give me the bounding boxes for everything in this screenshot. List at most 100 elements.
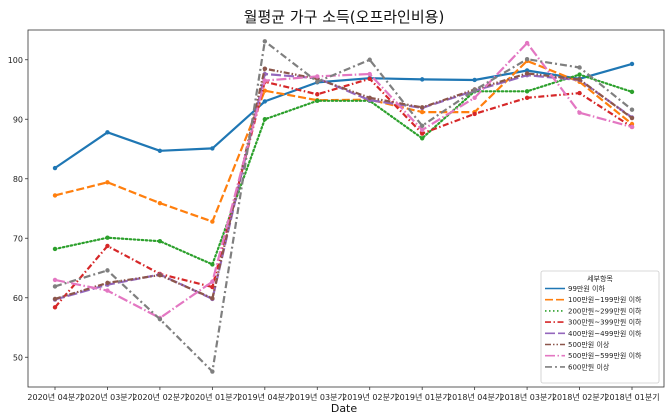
chart-title: 월평균 가구 소득(오프라인비용): [244, 8, 445, 26]
legend-items: 99만원 이하 100만원~199만원 이하 200만원~299만원 이하 300만원…: [545, 284, 642, 371]
y-tick-label: 70: [13, 234, 23, 243]
y-tick-label: 50: [13, 353, 23, 362]
series-line: [54, 62, 633, 169]
data-point: [262, 78, 268, 83]
data-point: [105, 280, 110, 286]
data-point: [315, 74, 320, 79]
data-point: [577, 90, 582, 96]
data-point: [367, 95, 372, 101]
y-tick-label: 80: [13, 175, 23, 184]
data-point: [577, 77, 582, 82]
legend-label: 300만원~399만원 이하: [568, 318, 642, 327]
data-point: [367, 76, 372, 81]
series-4: [52, 76, 635, 310]
data-point: [105, 180, 110, 185]
legend: 세부항목 99만원 이하 100만원~199만원 이하 200만원~299만원 이하…: [540, 270, 660, 384]
data-point: [315, 92, 320, 97]
data-point: [157, 272, 163, 278]
data-point: [157, 239, 163, 244]
x-tick-label: 2019년 02분기: [342, 392, 397, 402]
data-point: [524, 40, 530, 46]
data-point: [472, 77, 477, 83]
data-point: [524, 56, 530, 62]
x-tick-label: 2020년 01분기: [185, 392, 240, 402]
x-axis-label: Date: [331, 402, 358, 415]
legend-label: 500만원~599만원 이하: [568, 351, 642, 360]
data-point: [210, 296, 215, 301]
x-tick-label: 2020년 04분기: [27, 392, 82, 402]
data-point: [262, 117, 268, 122]
data-point: [367, 57, 372, 62]
data-point: [52, 277, 58, 283]
series-line: [54, 72, 633, 301]
series-line: [54, 67, 633, 300]
data-point: [629, 107, 635, 112]
x-tick-label: 2018년 04분기: [447, 392, 502, 402]
series-line: [53, 73, 634, 266]
data-point: [577, 110, 582, 115]
data-point: [105, 130, 110, 135]
data-point: [524, 89, 530, 94]
data-point: [157, 148, 163, 153]
data-point: [52, 296, 58, 302]
legend-label: 500만원 이상: [568, 340, 610, 349]
data-point: [52, 165, 58, 171]
series-8: [52, 39, 635, 374]
data-point: [472, 95, 477, 101]
data-point: [52, 246, 58, 252]
data-point: [105, 243, 110, 249]
x-tick-label: 2020년 03분기: [80, 392, 135, 402]
x-tick-label: 2019년 03분기: [290, 392, 345, 402]
data-point: [472, 111, 477, 117]
y-tick-label: 100: [8, 56, 23, 65]
series-line: [54, 41, 633, 320]
data-point: [52, 193, 58, 198]
data-point: [210, 284, 215, 290]
x-tick-label: 2018년 02분기: [552, 392, 607, 402]
data-point: [577, 65, 582, 70]
legend-label: 200만원~299만원 이하: [568, 306, 642, 315]
legend-title: 세부항목: [587, 274, 613, 283]
legend-box: [540, 270, 660, 384]
series-line: [54, 77, 633, 309]
x-tick-label: 2020년 02분기: [132, 392, 187, 402]
series-layer: [52, 39, 635, 374]
series-5: [52, 71, 635, 302]
data-point: [419, 77, 425, 82]
data-point: [262, 88, 268, 93]
data-point: [210, 262, 215, 267]
data-point: [210, 146, 215, 151]
data-point: [419, 136, 425, 141]
data-point: [419, 123, 425, 128]
data-point: [629, 61, 635, 67]
x-tick-label: 2018년 01분기: [604, 392, 659, 402]
data-point: [157, 316, 163, 322]
x-tick-label: 2019년 01분기: [395, 392, 450, 402]
y-tick-label: 60: [13, 294, 23, 303]
data-point: [210, 369, 215, 374]
series-line: [54, 40, 633, 373]
series-2: [52, 58, 635, 224]
y-tick-label: 90: [13, 115, 23, 124]
data-point: [472, 87, 477, 93]
legend-label: 600만원 이상: [568, 362, 610, 371]
data-point: [105, 288, 110, 293]
data-point: [629, 89, 635, 95]
data-point: [419, 127, 425, 133]
data-point: [262, 39, 268, 44]
legend-label: 400만원~499만원 이하: [568, 329, 642, 338]
data-point: [262, 99, 268, 104]
plot-area: [27, 29, 665, 388]
data-point: [105, 268, 110, 273]
data-point: [52, 305, 58, 310]
data-point: [210, 219, 215, 224]
data-point: [315, 79, 320, 84]
data-point: [577, 72, 582, 77]
legend-label: 100만원~199만원 이하: [568, 295, 642, 304]
data-point: [210, 279, 215, 284]
y-axis: 50 60 70 80 90 100: [8, 56, 28, 362]
data-point: [52, 284, 58, 289]
data-point: [262, 66, 268, 71]
